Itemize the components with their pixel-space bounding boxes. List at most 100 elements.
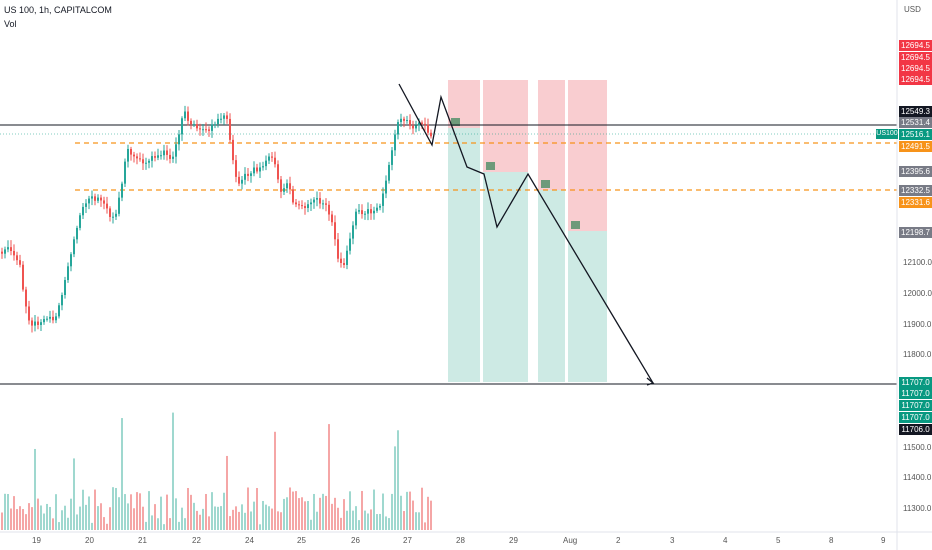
price-tag: 12491.5: [899, 141, 932, 152]
candle-body: [349, 238, 351, 251]
volume-bar: [355, 506, 357, 530]
volume-bar: [412, 500, 414, 530]
currency-label: USD: [904, 5, 921, 14]
candle-body: [163, 150, 165, 156]
candle-body: [106, 203, 108, 209]
volume-bar: [235, 506, 237, 530]
candle-body: [214, 124, 216, 126]
candle-body: [88, 198, 90, 204]
price-tag: 12516.1: [899, 129, 932, 140]
volume-bar: [352, 510, 354, 530]
candle-body: [430, 132, 432, 137]
candle-body: [196, 124, 198, 129]
volume-bar: [220, 506, 222, 530]
volume-bar: [331, 503, 333, 530]
arrow-head: [646, 377, 655, 386]
volume-bar: [76, 514, 78, 530]
candle-body: [64, 280, 66, 295]
candle-body: [256, 167, 258, 172]
volume-bar: [46, 503, 48, 530]
stop-zone: [483, 80, 528, 172]
price-tag: 12198.7: [899, 227, 932, 238]
volume-bar: [100, 503, 102, 530]
volume-bar: [388, 518, 390, 530]
volume-bar: [328, 424, 330, 530]
volume-bar: [298, 498, 300, 530]
volume-bar: [247, 487, 249, 530]
volume-bar: [70, 498, 72, 530]
volume-bar: [301, 497, 303, 530]
volume-bar: [196, 510, 198, 530]
candle-body: [403, 118, 405, 121]
projection-drawing: [398, 83, 655, 386]
candle-body: [424, 123, 426, 125]
candle-body: [1, 251, 3, 254]
price-axis-tick: 12100.0: [903, 258, 932, 267]
candle-body: [295, 202, 297, 205]
volume-bar: [10, 508, 12, 530]
candle-body: [253, 167, 255, 174]
volume-bar: [154, 504, 156, 530]
volume-bar: [193, 502, 195, 530]
candle-body: [139, 158, 141, 160]
time-axis-tick: 8: [829, 536, 834, 545]
volume-bar: [166, 494, 168, 530]
chart-title: US 100, 1h, CAPITALCOM: [4, 5, 112, 15]
candle-body: [286, 183, 288, 189]
volume-bar: [91, 522, 93, 530]
volume-bar: [55, 494, 57, 530]
candle-body: [361, 210, 363, 215]
candle-body: [394, 134, 396, 151]
volume-bar: [97, 506, 99, 530]
volume-bar: [136, 492, 138, 530]
volume-bar: [286, 497, 288, 530]
volume-bar: [61, 510, 63, 530]
volume-bar: [250, 511, 252, 530]
time-axis-tick: 19: [32, 536, 41, 545]
candle-body: [238, 176, 240, 184]
volume-bar: [142, 506, 144, 530]
volume-bar: [115, 487, 117, 530]
candle-body: [37, 321, 39, 325]
volume-bar: [316, 511, 318, 530]
candle-body: [274, 157, 276, 165]
price-tag: 11707.0: [899, 412, 932, 423]
volume-bar: [124, 494, 126, 530]
volume-bar: [49, 506, 51, 530]
flag-icon: [451, 118, 460, 126]
volume-bar: [214, 506, 216, 530]
candle-body: [145, 162, 147, 164]
candle-body: [313, 199, 315, 203]
volume-bar: [94, 489, 96, 530]
candle-body: [118, 197, 120, 214]
time-axis-tick: Aug: [563, 536, 578, 545]
volume-bar: [361, 490, 363, 530]
volume-bar: [322, 493, 324, 530]
volume-bar: [118, 497, 120, 530]
price-tag: 12694.5: [899, 52, 932, 63]
candle-body: [370, 209, 372, 214]
volume-bar: [418, 512, 420, 530]
candle-body: [220, 118, 222, 120]
volume-bar: [340, 517, 342, 530]
volume-bar: [25, 514, 27, 530]
candle-body: [292, 189, 294, 203]
volume-bar: [208, 516, 210, 530]
candle-body: [181, 118, 183, 135]
candle-body: [418, 122, 420, 126]
volume-bar: [16, 509, 18, 530]
candle-body: [427, 124, 429, 133]
candle-body: [310, 202, 312, 205]
candle-body: [130, 148, 132, 155]
candle-body: [142, 159, 144, 164]
candle-body: [67, 266, 69, 281]
candle-body: [415, 125, 417, 129]
candle-body: [127, 148, 129, 162]
candle-body: [316, 198, 318, 200]
volume-bar: [313, 493, 315, 530]
volume-bar: [307, 500, 309, 530]
candle-body: [211, 124, 213, 131]
volume-bar: [274, 431, 276, 530]
candle-body: [160, 155, 162, 157]
